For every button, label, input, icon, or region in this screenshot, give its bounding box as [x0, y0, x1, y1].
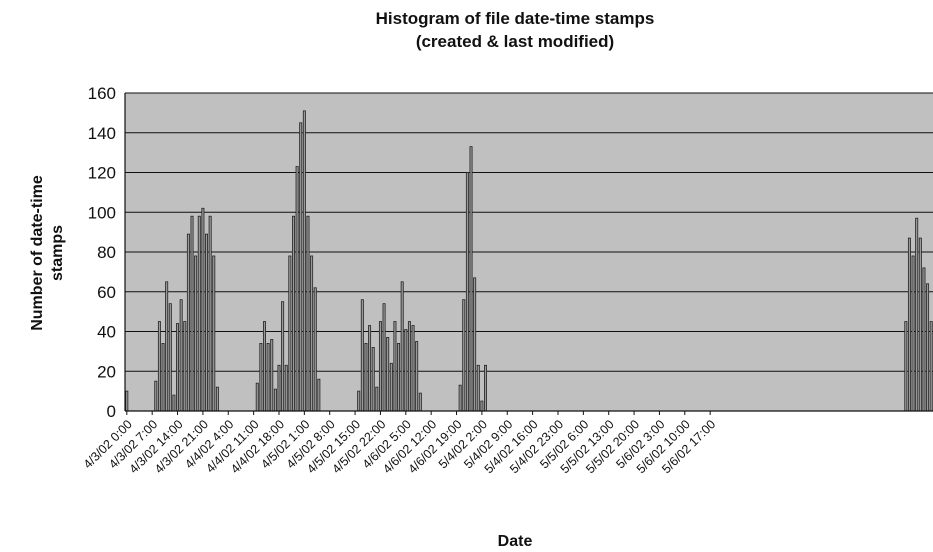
histogram-bar: [197, 215, 201, 412]
histogram-bar: [201, 207, 205, 412]
y-tick-label: 160: [88, 84, 116, 103]
y-tick-label: 60: [97, 283, 116, 302]
y-tick-label: 140: [88, 124, 116, 143]
histogram-bar: [404, 329, 408, 412]
histogram-bar: [281, 301, 285, 412]
histogram-bar: [299, 122, 303, 412]
histogram-bar: [157, 321, 161, 412]
y-axis-title-line-2: stamps: [49, 225, 66, 281]
histogram-bar: [393, 321, 397, 412]
chart-title-line-2: (created & last modified): [416, 32, 614, 51]
histogram-bar: [378, 321, 382, 412]
histogram-bar: [317, 378, 321, 412]
histogram-bar: [212, 255, 216, 412]
histogram-bar: [154, 380, 158, 412]
histogram-bar: [418, 392, 422, 412]
histogram-bar: [465, 172, 469, 412]
histogram-bar: [400, 281, 404, 412]
histogram-bar: [270, 339, 274, 412]
histogram-bar: [273, 388, 277, 412]
histogram-bar: [371, 346, 375, 412]
y-tick-labels: 0 20 40 60 80 100 120 140 160: [88, 84, 116, 421]
histogram-bar: [415, 341, 419, 412]
histogram-bar: [407, 321, 411, 412]
y-axis-title-line-1: Number of date-time: [29, 175, 46, 331]
plot-area: [124, 92, 933, 412]
histogram-bar: [263, 321, 266, 412]
histogram-bar: [476, 364, 480, 412]
histogram-bar: [364, 343, 368, 412]
histogram-bar: [179, 299, 183, 412]
histogram-bar: [125, 390, 129, 412]
histogram-bar: [389, 362, 393, 412]
histogram-bar: [469, 146, 473, 412]
histogram-bar: [915, 217, 919, 412]
histogram-bar: [161, 343, 165, 412]
histogram-bar: [357, 390, 361, 412]
histogram-bar: [484, 364, 487, 412]
histogram-bar: [386, 337, 390, 412]
histogram-bar: [313, 287, 317, 412]
histogram-bar: [186, 233, 190, 412]
chart-title-line-1: Histogram of file date-time stamps: [376, 9, 655, 28]
histogram-bar: [302, 110, 306, 412]
histogram-bar: [266, 343, 270, 412]
histogram-bar: [480, 400, 484, 412]
histogram-bar: [929, 321, 933, 412]
histogram-bar: [295, 166, 299, 412]
histogram-bar: [411, 325, 415, 412]
histogram-bar: [215, 386, 219, 412]
y-tick-label: 100: [88, 203, 116, 222]
histogram-bar: [462, 299, 466, 412]
histogram-bar: [306, 215, 310, 412]
histogram-bar: [277, 364, 281, 412]
histogram-bar: [183, 321, 187, 412]
histogram-bar: [291, 215, 295, 412]
histogram-bar: [190, 215, 194, 412]
x-tick-labels: 4/3/02 0:004/3/02 7:004/3/02 14:004/3/02…: [81, 411, 718, 476]
histogram-bar: [165, 281, 169, 412]
histogram-bar: [922, 267, 926, 412]
histogram-bar: [259, 343, 263, 412]
y-tick-label: 20: [97, 362, 116, 381]
histogram-bar: [255, 382, 259, 412]
histogram-bar: [911, 255, 915, 412]
histogram-bar: [904, 321, 908, 412]
histogram-bar: [176, 323, 180, 412]
histogram-bar: [375, 386, 379, 412]
histogram-bar: [368, 325, 372, 412]
y-tick-label: 0: [107, 402, 116, 421]
histogram-bar: [397, 343, 401, 412]
y-tick-label: 120: [88, 164, 116, 183]
histogram-bar: [205, 233, 209, 412]
y-axis-title: Number of date-time stamps: [29, 175, 66, 331]
histogram-bar: [172, 394, 176, 412]
histogram-bar: [918, 237, 922, 412]
histogram-bar: [473, 277, 477, 412]
histogram-bar: [208, 215, 212, 412]
histogram-bar: [194, 255, 198, 412]
histogram-bar: [360, 299, 364, 412]
y-tick-label: 40: [97, 323, 116, 342]
y-tick-label: 80: [97, 243, 116, 262]
x-axis-title: Date: [498, 533, 533, 550]
histogram-bar: [310, 255, 314, 412]
histogram-bar: [288, 255, 292, 412]
histogram-bar: [926, 283, 930, 412]
histogram-bar: [382, 303, 386, 412]
histogram-bar: [458, 384, 462, 412]
histogram-bar: [907, 237, 911, 412]
histogram-bar: [168, 303, 172, 412]
histogram-bar: [284, 364, 288, 412]
